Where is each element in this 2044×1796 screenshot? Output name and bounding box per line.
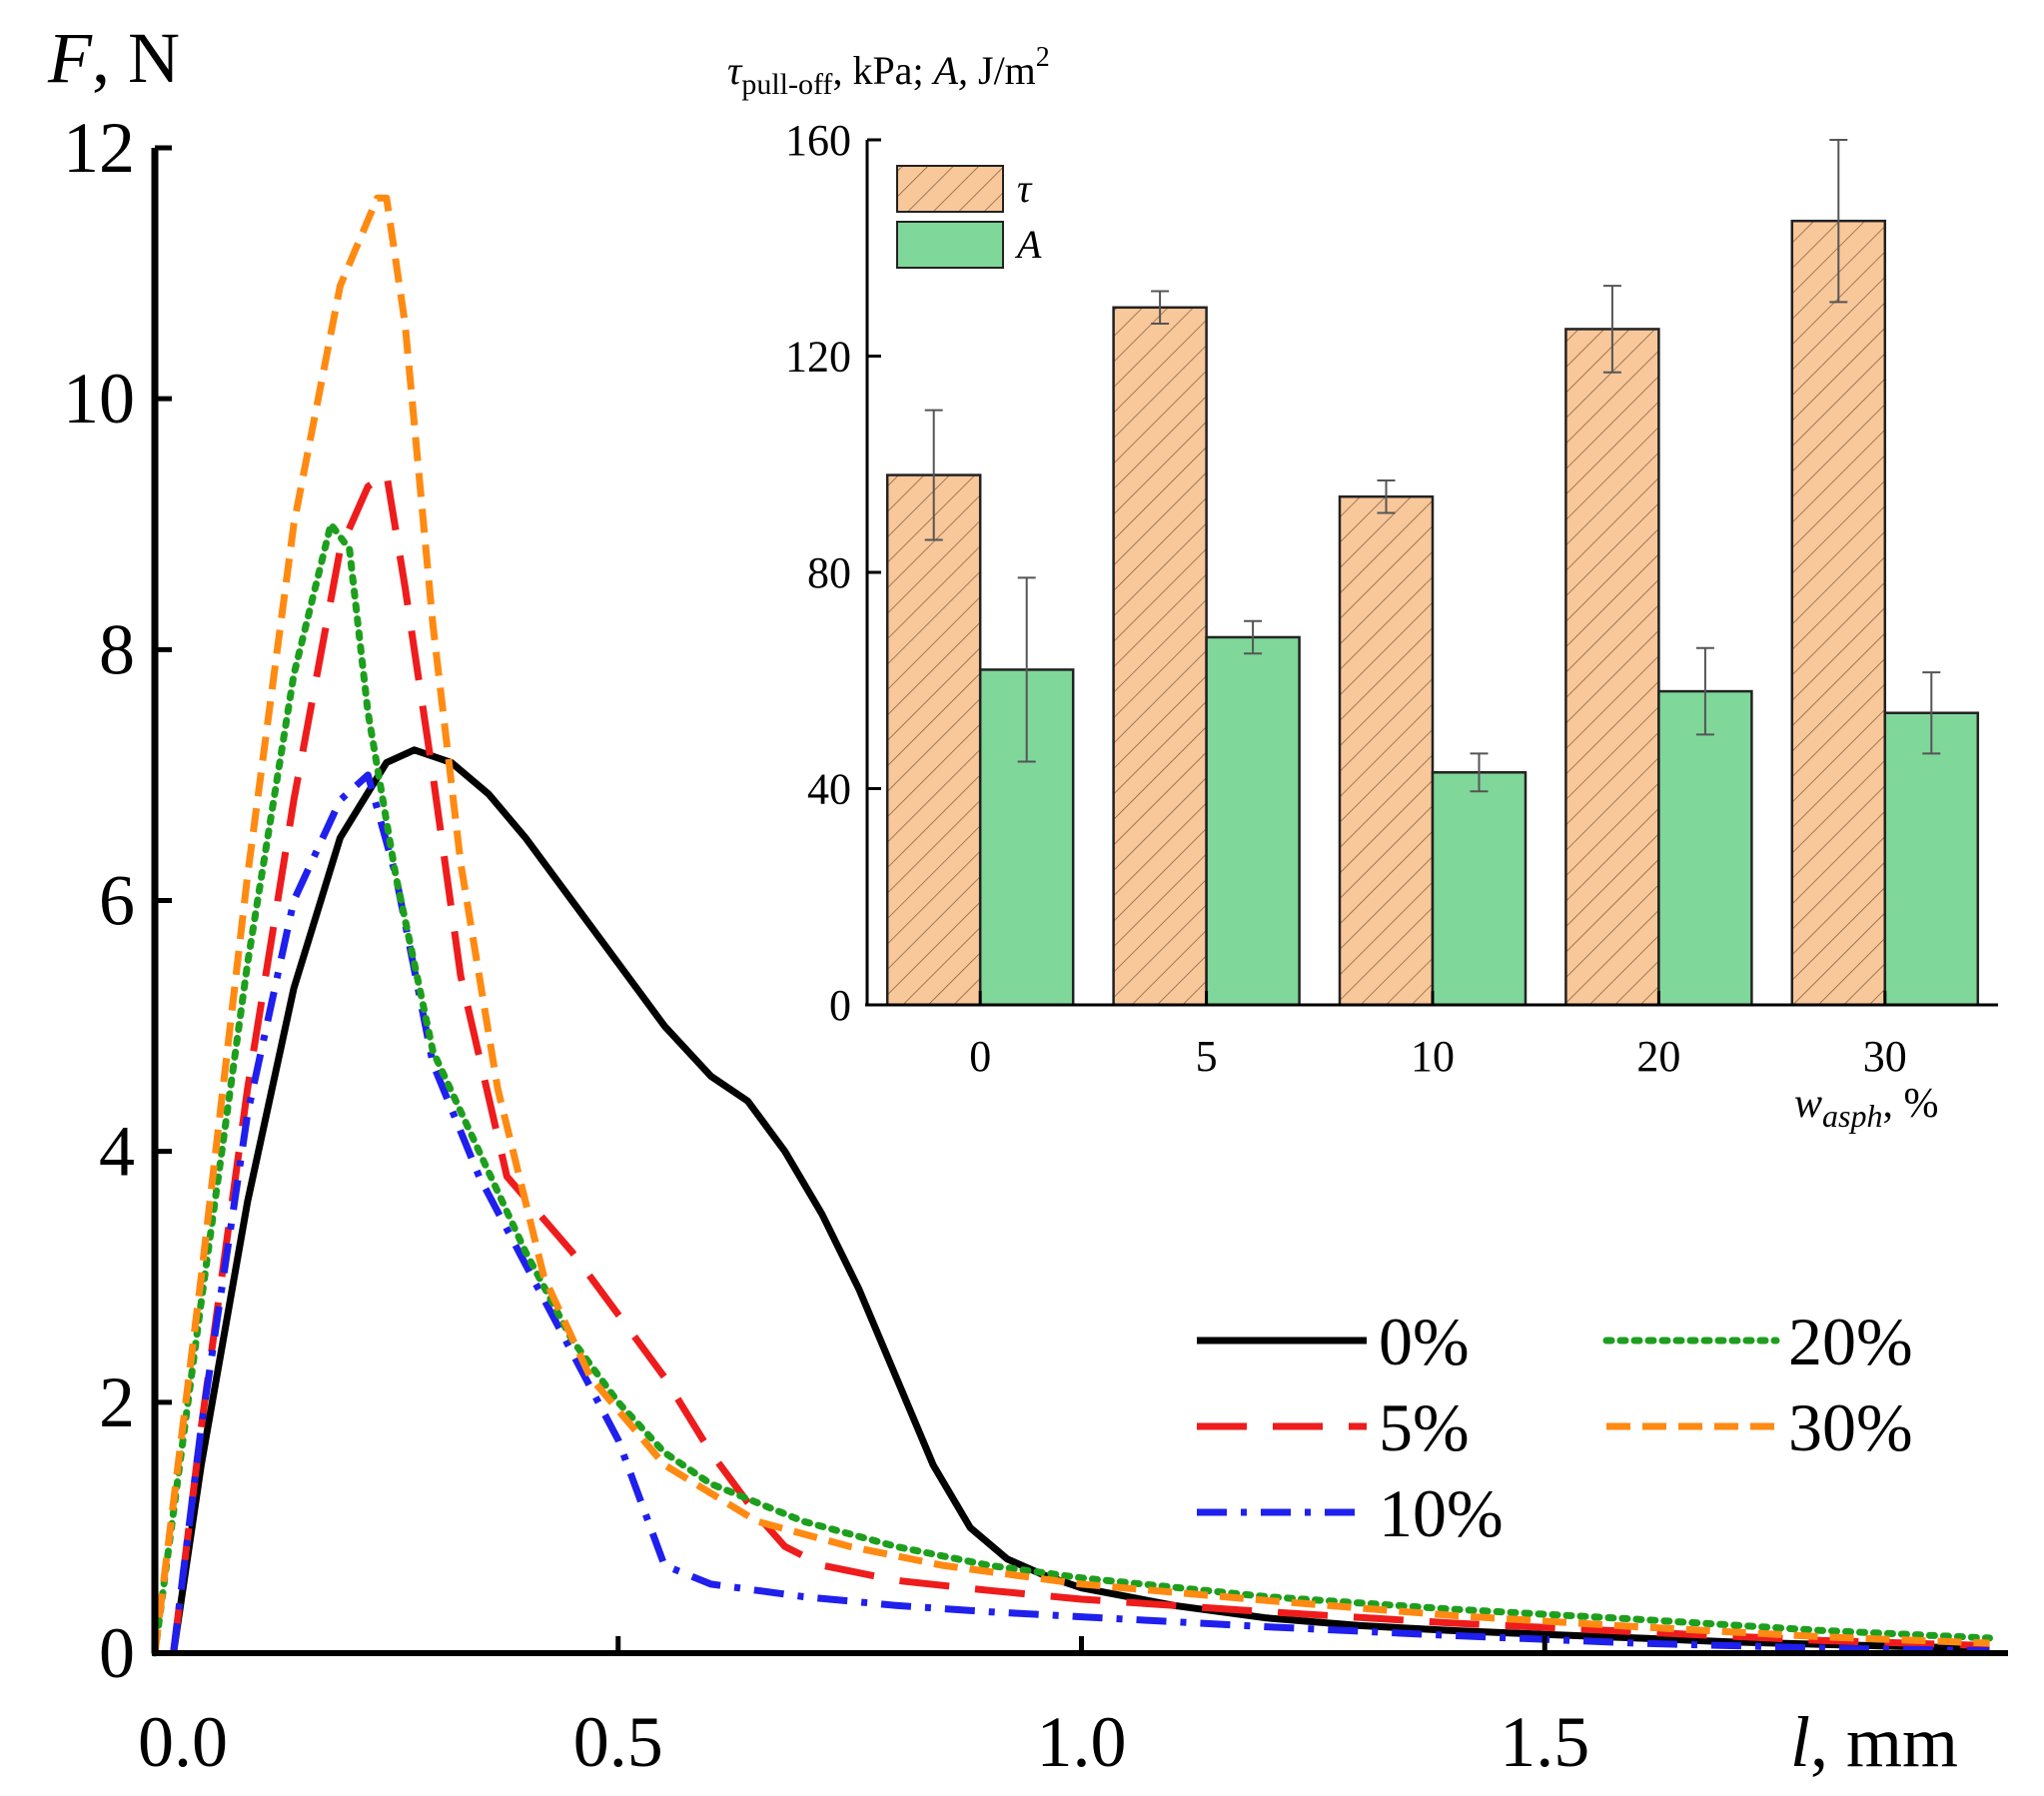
main-x-tick-label: 1.5 <box>1500 1702 1589 1782</box>
main-y-tick-label: 4 <box>99 1112 135 1192</box>
main-x-tick-label: 0.5 <box>573 1702 663 1782</box>
main-x-tick-label: 1.0 <box>1037 1702 1127 1782</box>
inset-x-label-sub: asph <box>1822 1098 1882 1134</box>
inset-title-tau: τ <box>727 48 743 93</box>
series-5pct-line <box>170 470 1990 1654</box>
inset-x-tick-label: 10 <box>1411 1032 1455 1081</box>
main-y-tick-label: 0 <box>99 1613 135 1693</box>
bar-tau-0 <box>885 473 982 1007</box>
bar-tau-10 <box>1338 494 1435 1007</box>
main-y-label-unit: , N <box>92 18 180 98</box>
series-20pct-line <box>151 520 1993 1657</box>
inset-x-label-var: w <box>1794 1081 1822 1127</box>
inset-y-ticks: 0 40 80 120 160 <box>785 116 881 1030</box>
inset-x-ticks: 0 5 10 20 30 <box>969 991 1907 1081</box>
inset-bars <box>885 139 1980 1007</box>
main-y-tick-label: 2 <box>99 1362 135 1442</box>
inset-legend: τA <box>896 165 1042 269</box>
series-0pct-line <box>170 746 1990 1654</box>
legend-label-5pct: 5% <box>1379 1389 1470 1465</box>
bar-tau-30 <box>1790 219 1887 1007</box>
main-y-ticks: 0 2 4 6 8 10 12 <box>63 108 172 1693</box>
legend-label-10pct: 10% <box>1379 1475 1504 1551</box>
main-y-tick-label: 6 <box>99 861 135 941</box>
inset-legend-label-A: A <box>1014 222 1042 267</box>
inset-title: τpull-off, kPa; A, J/m2 <box>727 42 1050 101</box>
main-x-label-unit: , mm <box>1810 1702 1958 1782</box>
main-x-label-var: l <box>1790 1702 1810 1782</box>
legend-label-0pct: 0% <box>1379 1304 1470 1379</box>
inset-title-sub: pull-off <box>741 68 832 101</box>
inset-title-mid: , kPa; <box>832 48 933 93</box>
main-y-axis-label: F, N <box>47 18 180 98</box>
inset-x-tick-label: 0 <box>969 1032 991 1081</box>
main-y-tick-label: 12 <box>63 108 135 188</box>
main-line-chart: 0 2 4 6 8 10 12 0.0 0.5 1.0 1.5 F, N l, mm 0% 5% 10… <box>47 18 2008 1782</box>
legend-label-30pct: 30% <box>1788 1389 1913 1465</box>
inset-x-tick-label: 20 <box>1636 1032 1680 1081</box>
inset-title-sup: 2 <box>1036 42 1050 73</box>
inset-y-tick-label: 160 <box>785 116 851 165</box>
bar-tau-20 <box>1564 328 1660 1007</box>
main-x-ticks: 0.0 0.5 1.0 1.5 <box>138 1636 1589 1782</box>
main-y-tick-label: 8 <box>99 609 135 689</box>
main-y-tick-label: 10 <box>63 359 135 439</box>
main-x-tick-label: 0.0 <box>138 1702 228 1782</box>
inset-x-tick-label: 30 <box>1863 1032 1907 1081</box>
main-y-label-var: F <box>47 18 93 98</box>
inset-x-label-unit: , % <box>1882 1081 1938 1127</box>
bar-A-30 <box>1883 711 1980 1007</box>
bar-tau-5 <box>1112 306 1208 1007</box>
bar-A-10 <box>1431 771 1528 1007</box>
inset-y-tick-label: 40 <box>807 765 851 814</box>
inset-y-tick-label: 80 <box>807 548 851 597</box>
main-x-axis-label: l, mm <box>1790 1702 1958 1782</box>
inset-title-A: A, <box>931 48 968 93</box>
series-10pct-line <box>170 771 1990 1654</box>
inset-y-tick-label: 0 <box>829 981 851 1030</box>
main-legend: 0% 5% 10% 20% 30% <box>1197 1304 1913 1551</box>
legend-label-20pct: 20% <box>1788 1304 1913 1379</box>
inset-x-axis-label: wasph, % <box>1794 1081 1938 1134</box>
inset-legend-swatch-A <box>896 221 1004 269</box>
bar-A-5 <box>1205 635 1301 1007</box>
inset-x-tick-label: 5 <box>1196 1032 1218 1081</box>
inset-y-tick-label: 120 <box>785 333 851 382</box>
inset-legend-label-tau: τ <box>1017 166 1033 211</box>
main-curves <box>151 194 1993 1657</box>
inset-legend-swatch-tau <box>896 165 1004 213</box>
series-30pct-line <box>151 194 1990 1654</box>
inset-title-unit: J/m <box>968 48 1036 93</box>
bar-A-20 <box>1657 689 1753 1007</box>
